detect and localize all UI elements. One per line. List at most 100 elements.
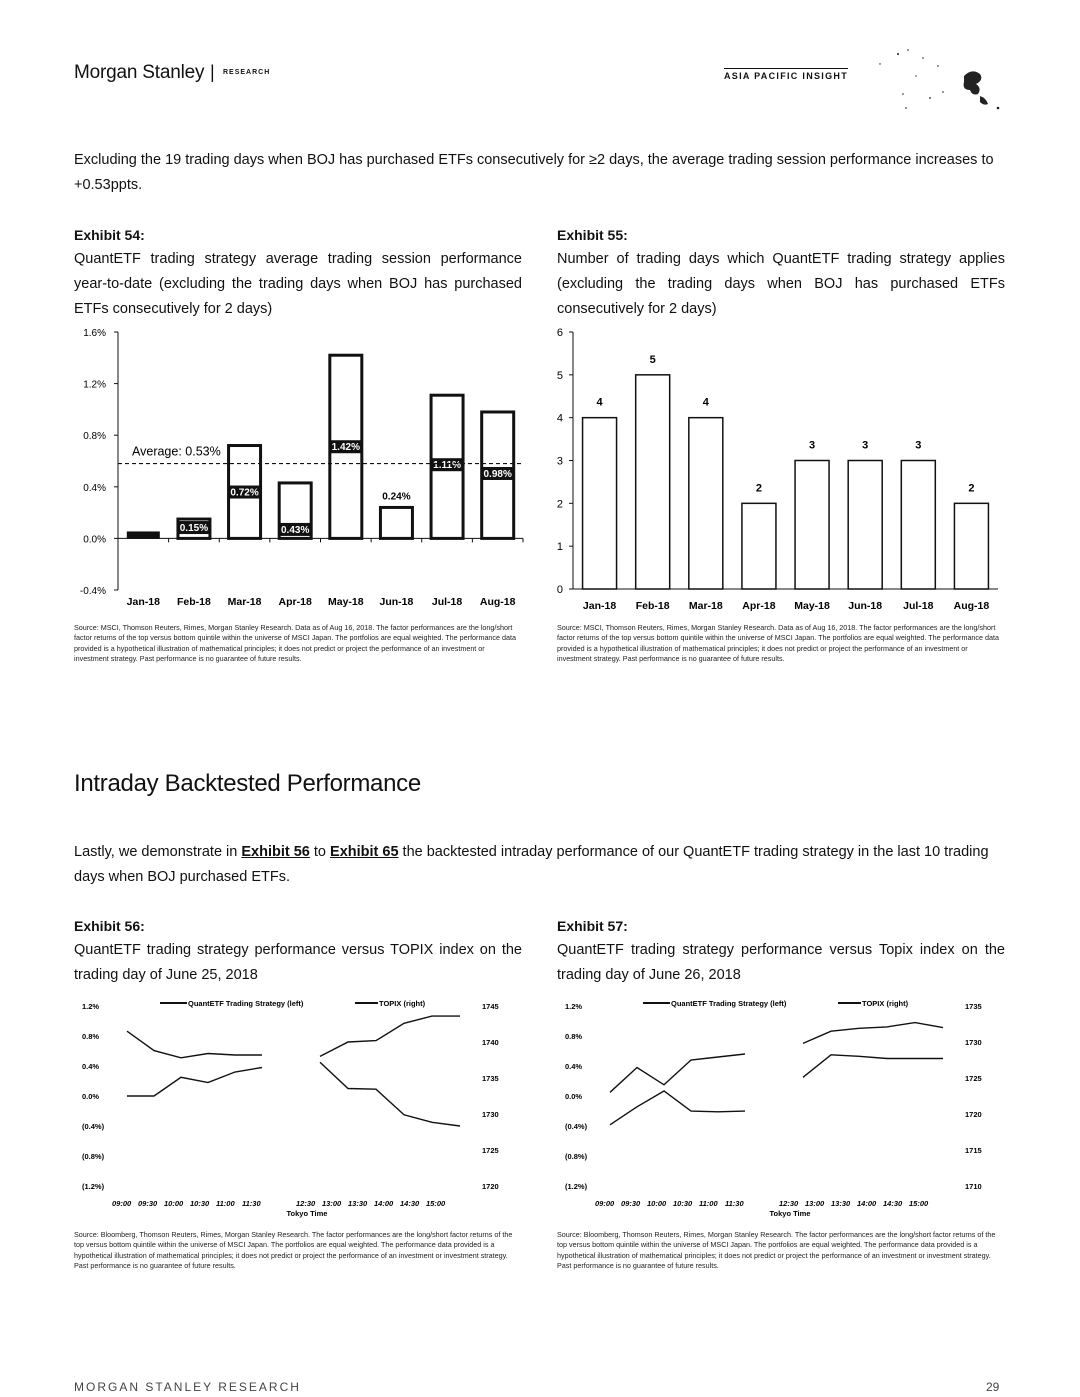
data-label: 1.42% <box>332 442 360 453</box>
x-tick-label: Jul-18 <box>432 596 463 608</box>
x-tick-label: 10:30 <box>673 1199 693 1208</box>
exhibit-57-title: QuantETF trading strategy performance ve… <box>557 942 1005 983</box>
brand-separator: | <box>210 62 215 82</box>
x-tick-label: 13:30 <box>348 1199 368 1208</box>
brand-sub: RESEARCH <box>223 69 271 76</box>
topix-line-am <box>126 1030 262 1059</box>
page-number: 29 <box>986 1380 1000 1394</box>
x-tick-label: 10:00 <box>647 1199 667 1208</box>
data-label-bg <box>482 466 514 480</box>
x-tick-label: Jun-18 <box>848 600 882 612</box>
average-label: Average: 0.53% <box>132 445 221 459</box>
exhibit-57-source: Source: Bloomberg, Thomson Reuters, Rime… <box>557 1230 996 1270</box>
data-label: 4 <box>597 397 604 409</box>
x-tick-label: 15:00 <box>909 1199 929 1208</box>
x-tick-label: 14:30 <box>883 1199 903 1208</box>
exhibit-54-label: Exhibit 54: <box>74 227 145 243</box>
legend-label-topix: TOPIX (right) <box>862 999 909 1008</box>
data-label: 2 <box>968 482 974 494</box>
x-tick-label: 11:00 <box>699 1199 718 1208</box>
intro-paragraph: Excluding the 19 trading days when BOJ h… <box>74 152 994 193</box>
y-right-tick-label: 1730 <box>965 1038 982 1047</box>
y-left-tick-label: 1.2% <box>565 1002 582 1011</box>
y-left-tick-label: 0.8% <box>82 1032 99 1041</box>
y-left-tick-label: 0.4% <box>82 1062 99 1071</box>
data-label-bg <box>279 522 311 536</box>
y-tick-label: 0.4% <box>83 483 106 494</box>
strategy-line-pm <box>319 1061 461 1127</box>
bar <box>378 505 414 540</box>
strategy-line-pm <box>802 1054 943 1078</box>
topix-line-pm <box>802 1021 944 1045</box>
footer-label: MORGAN STANLEY RESEARCH <box>74 1380 301 1394</box>
bar <box>794 459 830 590</box>
x-tick-label: 14:00 <box>857 1199 877 1208</box>
y-right-tick-label: 1725 <box>965 1074 982 1083</box>
y-tick-label: 6 <box>557 327 563 339</box>
x-tick-label: May-18 <box>328 596 364 608</box>
x-tick-label: 13:00 <box>322 1199 342 1208</box>
section-para-before: Lastly, we demonstrate in <box>74 844 242 860</box>
y-right-tick-label: 1720 <box>482 1182 499 1191</box>
data-label: 0.43% <box>281 525 309 536</box>
x-tick-label: Jan-18 <box>583 600 616 612</box>
x-tick-label: 12:30 <box>296 1199 316 1208</box>
y-left-tick-label: (0.8%) <box>82 1152 105 1161</box>
x-tick-label: 09:00 <box>595 1199 615 1208</box>
data-label: 3 <box>915 440 921 452</box>
x-tick-label: 14:00 <box>374 1199 394 1208</box>
x-tick-label: 09:30 <box>138 1199 158 1208</box>
y-left-tick-label: (0.4%) <box>565 1122 588 1131</box>
y-tick-label: 5 <box>557 370 563 382</box>
exhibit-57-label: Exhibit 57: <box>557 918 628 934</box>
bar <box>688 416 724 590</box>
exhibit-54-title: QuantETF trading strategy average tradin… <box>74 251 522 317</box>
y-tick-label: 0.0% <box>83 534 106 545</box>
x-tick-label: May-18 <box>794 600 830 612</box>
x-tick-label: Feb-18 <box>177 596 211 608</box>
x-tick-label: Apr-18 <box>742 600 775 612</box>
x-tick-label: Apr-18 <box>279 596 312 608</box>
bar <box>741 502 777 590</box>
data-label-bg <box>229 485 261 499</box>
x-tick-label: 15:00 <box>426 1199 446 1208</box>
exhibit-55-title: Number of trading days which QuantETF tr… <box>557 251 1005 317</box>
x-tick-label: Jul-18 <box>903 600 934 612</box>
bar <box>581 416 618 590</box>
legend-label-strategy: QuantETF Trading Strategy (left) <box>671 999 787 1008</box>
section-heading: Intraday Backtested Performance <box>74 770 421 797</box>
bar <box>847 459 883 590</box>
x-tick-label: 11:30 <box>725 1199 744 1208</box>
data-label-bg <box>431 458 463 472</box>
y-tick-label: 0 <box>557 584 563 596</box>
y-left-tick-label: (0.4%) <box>82 1122 105 1131</box>
y-tick-label: -0.4% <box>80 586 106 597</box>
exhibit-54-source: Source: MSCI, Thomson Reuters, Rimes, Mo… <box>74 623 517 663</box>
asia-map-icon <box>879 49 1000 110</box>
data-label: 2 <box>756 482 762 494</box>
y-tick-label: 1 <box>557 541 563 553</box>
y-right-tick-label: 1745 <box>482 1002 499 1011</box>
exhibit-55-chart: 6 5 4 3 2 1 0 4 Jan-18 5 Feb-18 4 Mar-18 2 Apr-18 3 May-… <box>557 327 998 612</box>
x-tick-label: Jun-18 <box>380 596 414 608</box>
exhibit-65-link[interactable]: Exhibit 65 <box>330 844 399 860</box>
y-right-tick-label: 1720 <box>965 1110 982 1119</box>
y-right-tick-label: 1740 <box>482 1038 499 1047</box>
x-tick-label: 10:00 <box>164 1199 184 1208</box>
data-label: 3 <box>862 440 868 452</box>
y-left-tick-label: 0.4% <box>565 1062 582 1071</box>
x-tick-label: 14:30 <box>400 1199 420 1208</box>
y-tick-label: 2 <box>557 498 563 510</box>
exhibit-56-link[interactable]: Exhibit 56 <box>241 844 310 860</box>
y-left-tick-label: 0.0% <box>82 1092 99 1101</box>
y-tick-label: 3 <box>557 456 563 468</box>
x-tick-label: Aug-18 <box>480 596 516 608</box>
exhibit-54-chart: 1.6% 1.2% 0.8% 0.4% 0.0% -0.4% Jan-18 Feb-18 0.1… <box>80 328 524 608</box>
section-para-after: the backtested intraday performance of o… <box>74 844 989 885</box>
x-axis-title: Tokyo Time <box>770 1209 811 1218</box>
data-label: 1.11% <box>433 460 461 471</box>
exhibit-56-chart: 1.2% 0.8% 0.4% 0.0% (0.4%) (0.8%) (1.2%) 1745 17… <box>82 999 499 1218</box>
brand-logo: Morgan Stanley <box>74 62 205 83</box>
section-paragraph: Lastly, we demonstrate in Exhibit 56 to … <box>74 840 1014 890</box>
y-left-tick-label: (0.8%) <box>565 1152 588 1161</box>
